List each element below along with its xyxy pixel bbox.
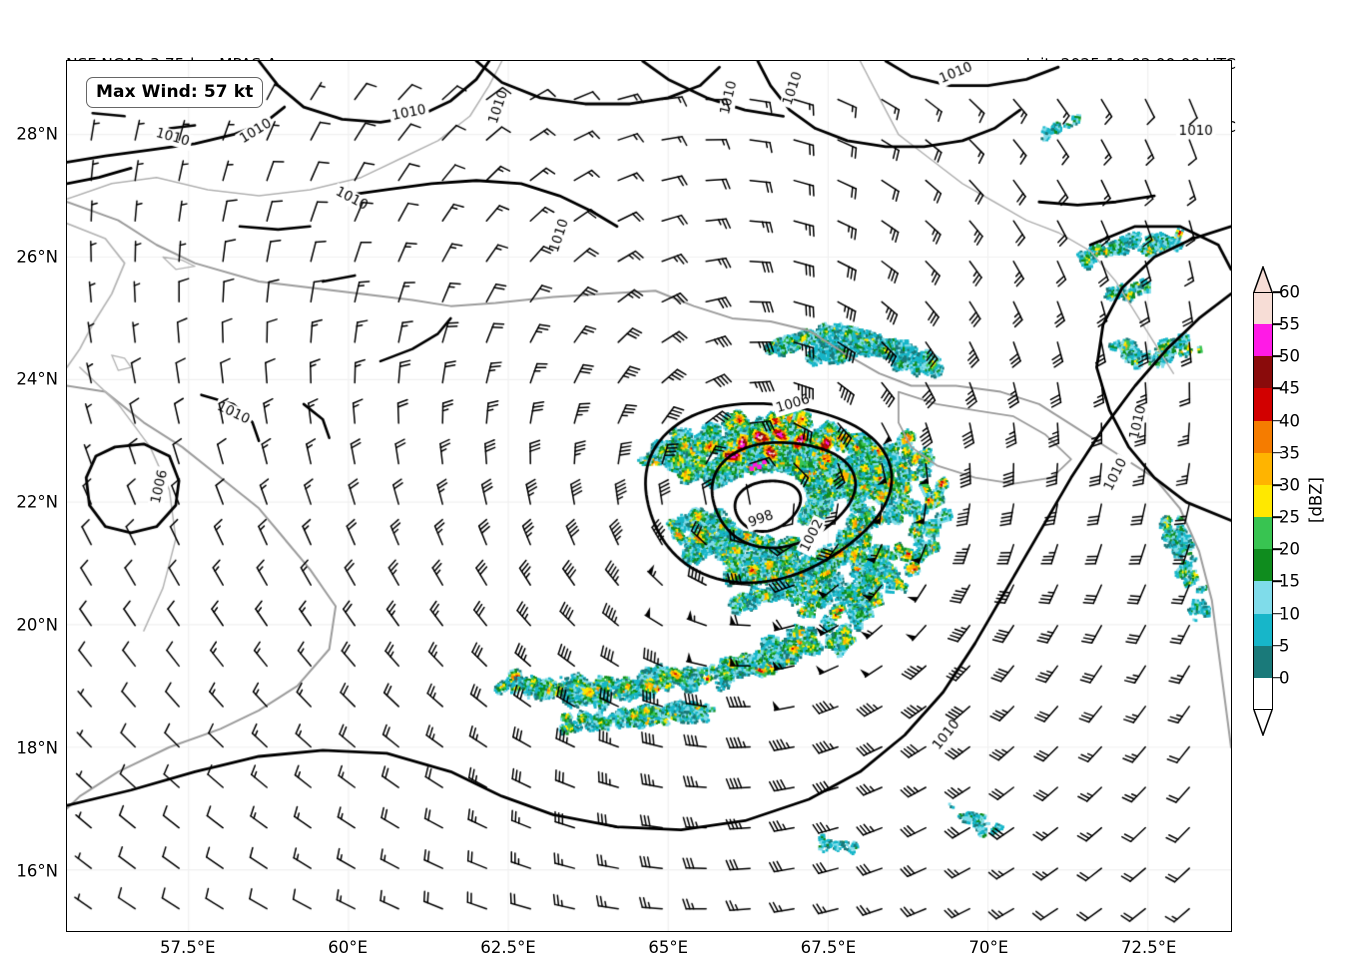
lon-tick-label: 65°E [648, 938, 689, 957]
colorbar-tick-mark [1273, 580, 1282, 583]
map-plot-area [66, 60, 1232, 932]
lon-tick-label: 70°E [968, 938, 1009, 957]
colorbar-segment [1253, 387, 1273, 421]
colorbar-tick-label: 0 [1279, 668, 1290, 688]
lon-tick-label: 62.5°E [480, 938, 536, 957]
colorbar-tick-label: 10 [1279, 604, 1300, 624]
colorbar-segment [1253, 420, 1273, 453]
max-wind-annotation: Max Wind: 57 kt [86, 77, 264, 108]
colorbar-tick-mark [1273, 484, 1282, 486]
colorbar-tick-label: 25 [1279, 507, 1300, 527]
map-canvas [67, 61, 1231, 931]
colorbar-segment [1253, 677, 1273, 710]
colorbar-tick-mark [1273, 516, 1282, 518]
colorbar-tick-label: 15 [1279, 571, 1300, 591]
colorbar-tick-label: 45 [1279, 378, 1300, 398]
colorbar-tick-label: 55 [1279, 314, 1300, 334]
colorbar-tick-label: 30 [1279, 475, 1300, 495]
colorbar-tick-label: 40 [1279, 411, 1300, 431]
colorbar-tick-mark [1273, 419, 1282, 422]
colorbar-segment [1253, 612, 1273, 646]
colorbar-units-label: [dBZ] [1306, 477, 1326, 523]
lat-tick-label: 28°N [16, 124, 58, 144]
colorbar-tick-mark [1273, 677, 1282, 679]
colorbar-tick-mark [1273, 323, 1282, 325]
lon-tick-label: 72.5°E [1120, 938, 1177, 957]
lat-tick-label: 26°N [16, 247, 58, 266]
colorbar-segment [1253, 645, 1273, 678]
colorbar-segment [1253, 355, 1273, 389]
lat-tick-label: 24°N [16, 369, 58, 389]
colorbar-tick-label: 20 [1279, 539, 1300, 559]
colorbar-tick-mark [1273, 291, 1282, 293]
colorbar-tick-label: 35 [1279, 443, 1300, 463]
lat-tick-label: 18°N [16, 738, 58, 758]
colorbar-segment [1253, 516, 1273, 550]
colorbar-tick-mark [1273, 387, 1282, 390]
lat-tick-label: 22°N [16, 492, 58, 512]
colorbar-tick-label: 50 [1279, 346, 1300, 366]
colorbar-extend-top [1253, 266, 1273, 292]
lon-tick-label: 67.5°E [800, 938, 857, 957]
colorbar-segment [1253, 452, 1273, 485]
colorbar-tick-label: 60 [1279, 282, 1300, 302]
colorbar-segment [1253, 580, 1273, 614]
colorbar-extend-bottom [1253, 710, 1273, 736]
lat-tick-label: 16°N [16, 861, 58, 881]
colorbar-tick-mark [1273, 355, 1282, 358]
lon-tick-label: 60°E [328, 938, 368, 957]
colorbar-tick-mark [1273, 644, 1282, 647]
lat-tick-label: 20°N [16, 615, 58, 635]
lon-tick-label: 57.5°E [160, 938, 216, 957]
colorbar-segment [1253, 484, 1273, 518]
colorbar-segment [1253, 323, 1273, 357]
reflectivity-colorbar: 0 5 10 15 20 25 30 35 40 45 50 55 60 [1248, 266, 1300, 736]
colorbar-tick-label: 5 [1279, 636, 1290, 656]
colorbar-tick-mark [1273, 548, 1282, 551]
colorbar-segment [1253, 291, 1273, 325]
colorbar-tick-mark [1273, 612, 1282, 615]
colorbar-tick-mark [1273, 451, 1282, 454]
colorbar-segment [1253, 548, 1273, 582]
